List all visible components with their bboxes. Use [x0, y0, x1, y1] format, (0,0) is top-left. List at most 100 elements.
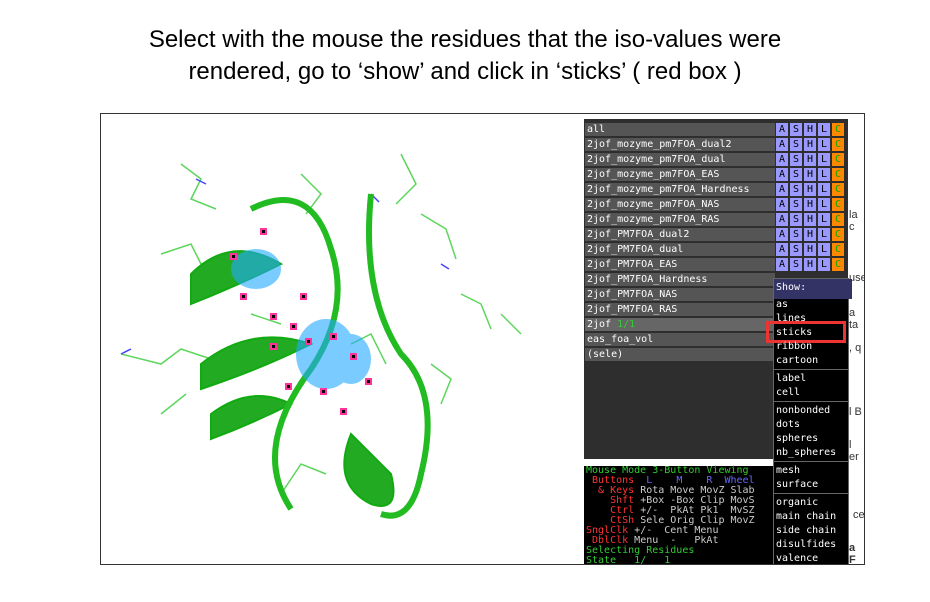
- object-button[interactable]: H: [804, 228, 816, 241]
- object-name: 2jof: [587, 319, 612, 330]
- object-button[interactable]: C: [832, 183, 844, 196]
- menu-item[interactable]: organic: [776, 497, 819, 508]
- object-row[interactable]: 2jof_PM7FOA_NAS: [585, 288, 775, 301]
- object-button[interactable]: L: [818, 198, 830, 211]
- menu-item[interactable]: sticks: [776, 327, 813, 338]
- object-button[interactable]: C: [832, 153, 844, 166]
- mouse-text: +Box -Box Clip MovS: [634, 495, 755, 506]
- menu-item[interactable]: side chain: [776, 525, 837, 536]
- menu-item[interactable]: nb_spheres: [776, 447, 837, 458]
- object-row[interactable]: 2jof_mozyme_pm7FOA_Hardness: [585, 183, 775, 196]
- object-button[interactable]: S: [790, 243, 802, 256]
- object-name: 2jof_PM7FOA_NAS: [587, 289, 678, 300]
- object-button[interactable]: H: [804, 183, 816, 196]
- object-row[interactable]: 2jof_PM7FOA_Hardness: [585, 273, 775, 286]
- object-button[interactable]: C: [832, 168, 844, 181]
- menu-item[interactable]: disulfides: [776, 539, 837, 550]
- background-text: ce: [853, 509, 865, 521]
- object-button[interactable]: A: [776, 168, 788, 181]
- object-button[interactable]: S: [790, 138, 802, 151]
- object-row[interactable]: (sele): [585, 348, 775, 361]
- object-button[interactable]: C: [832, 258, 844, 271]
- object-row[interactable]: 2jof_PM7FOA_RAS: [585, 303, 775, 316]
- object-button[interactable]: H: [804, 243, 816, 256]
- mouse-text: Selecting Residues: [586, 545, 695, 556]
- object-row[interactable]: 2jof_PM7FOA_dual: [585, 243, 775, 256]
- object-button[interactable]: H: [804, 138, 816, 151]
- object-button[interactable]: H: [804, 198, 816, 211]
- object-button[interactable]: S: [790, 198, 802, 211]
- menu-item[interactable]: label: [776, 373, 807, 384]
- object-button[interactable]: L: [818, 123, 830, 136]
- object-button[interactable]: S: [790, 153, 802, 166]
- menu-item[interactable]: as: [776, 299, 789, 310]
- object-button[interactable]: L: [818, 258, 830, 271]
- mouse-text: Menu - PkAt: [628, 535, 719, 546]
- object-button[interactable]: L: [818, 183, 830, 196]
- object-button[interactable]: H: [804, 153, 816, 166]
- object-button[interactable]: H: [804, 213, 816, 226]
- mouse-text: Buttons: [586, 475, 635, 486]
- object-button[interactable]: S: [790, 123, 802, 136]
- object-button[interactable]: A: [776, 153, 788, 166]
- menu-item[interactable]: lines: [776, 313, 807, 324]
- object-button[interactable]: L: [818, 153, 830, 166]
- object-button[interactable]: S: [790, 168, 802, 181]
- object-button[interactable]: C: [832, 138, 844, 151]
- menu-item[interactable]: cartoon: [776, 355, 819, 366]
- menu-item[interactable]: surface: [776, 479, 819, 490]
- object-button[interactable]: S: [790, 258, 802, 271]
- object-button[interactable]: A: [776, 213, 788, 226]
- object-button[interactable]: C: [832, 213, 844, 226]
- object-button[interactable]: A: [776, 258, 788, 271]
- menu-item[interactable]: dots: [776, 419, 801, 430]
- menu-item[interactable]: cell: [776, 387, 801, 398]
- object-button[interactable]: A: [776, 183, 788, 196]
- object-row[interactable]: all: [585, 123, 775, 136]
- mouse-panel: Mouse Mode 3-Button Viewing Buttons L M …: [584, 465, 774, 564]
- object-row[interactable]: 2jof_mozyme_pm7FOA_dual: [585, 153, 775, 166]
- object-button[interactable]: A: [776, 198, 788, 211]
- object-button[interactable]: A: [776, 138, 788, 151]
- object-row[interactable]: 2jof 1/1: [585, 318, 775, 331]
- object-button[interactable]: S: [790, 183, 802, 196]
- object-button[interactable]: L: [818, 138, 830, 151]
- object-button[interactable]: S: [790, 213, 802, 226]
- menu-item[interactable]: valence: [776, 553, 819, 564]
- background-text: use: [849, 272, 865, 284]
- object-row[interactable]: 2jof_mozyme_pm7FOA_NAS: [585, 198, 775, 211]
- object-button[interactable]: H: [804, 258, 816, 271]
- object-button[interactable]: A: [776, 123, 788, 136]
- mouse-text: +/- PkAt Pk1 MvSZ: [634, 505, 755, 516]
- object-row[interactable]: 2jof_PM7FOA_dual2: [585, 228, 775, 241]
- menu-item[interactable]: spheres: [776, 433, 819, 444]
- object-button[interactable]: L: [818, 168, 830, 181]
- object-button[interactable]: H: [804, 168, 816, 181]
- object-button[interactable]: C: [832, 243, 844, 256]
- object-row[interactable]: 2jof_mozyme_pm7FOA_RAS: [585, 213, 775, 226]
- object-button[interactable]: A: [776, 228, 788, 241]
- object-button[interactable]: L: [818, 228, 830, 241]
- object-button[interactable]: C: [832, 228, 844, 241]
- background-text: l B: [849, 406, 862, 418]
- object-button[interactable]: L: [818, 213, 830, 226]
- object-name: 2jof_PM7FOA_EAS: [587, 259, 678, 270]
- menu-item[interactable]: nonbonded: [776, 405, 831, 416]
- mouse-line: Ctrl +/- PkAt Pk1 MvSZ: [586, 504, 755, 517]
- object-button[interactable]: L: [818, 243, 830, 256]
- object-button[interactable]: C: [832, 198, 844, 211]
- object-row[interactable]: 2jof_PM7FOA_EAS: [585, 258, 775, 271]
- object-row[interactable]: eas_foa_vol: [585, 333, 775, 346]
- object-state: 1/1: [617, 319, 636, 330]
- object-button[interactable]: A: [776, 243, 788, 256]
- object-row[interactable]: 2jof_mozyme_pm7FOA_dual2: [585, 138, 775, 151]
- menu-item[interactable]: mesh: [776, 465, 801, 476]
- object-button[interactable]: H: [804, 123, 816, 136]
- object-button[interactable]: S: [790, 228, 802, 241]
- menu-item[interactable]: main chain: [776, 511, 837, 522]
- menu-item[interactable]: ribbon: [776, 341, 813, 352]
- object-button[interactable]: C: [832, 123, 844, 136]
- object-name: 2jof_mozyme_pm7FOA_RAS: [587, 214, 720, 225]
- mouse-line: State 1/ 1: [586, 554, 670, 564]
- object-row[interactable]: 2jof_mozyme_pm7FOA_EAS: [585, 168, 775, 181]
